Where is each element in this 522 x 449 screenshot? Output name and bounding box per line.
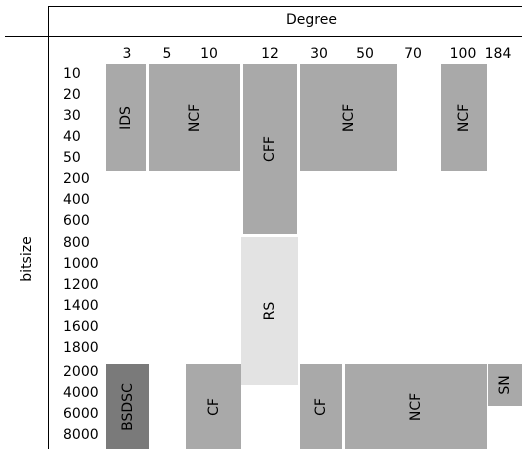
degree-title: Degree <box>286 12 337 28</box>
method-block: RS <box>241 237 298 385</box>
method-block: NCF <box>149 64 240 171</box>
bitsize-label: 20 <box>63 87 81 103</box>
bitsize-label: 6000 <box>63 406 99 422</box>
header-divider <box>5 36 522 37</box>
method-block: IDS <box>106 64 146 171</box>
bitsize-label: 1200 <box>63 277 99 293</box>
bitsize-label: 4000 <box>63 385 99 401</box>
method-label: CF <box>313 397 329 416</box>
method-label: RS <box>261 301 278 321</box>
top-border <box>48 6 522 7</box>
degree-label: 10 <box>200 46 218 62</box>
bitsize-label: 50 <box>63 150 81 166</box>
bitsize-label: 1000 <box>63 256 99 272</box>
method-block: CF <box>186 364 241 449</box>
bitsize-title: bitsize <box>19 236 35 282</box>
bitsize-label: 200 <box>63 171 90 187</box>
method-block: NCF <box>441 64 487 171</box>
method-label: NCF <box>456 103 472 132</box>
bitsize-label: 1800 <box>63 340 99 356</box>
method-block: SN <box>488 364 522 406</box>
method-label: CFF <box>262 136 278 162</box>
degree-label: 100 <box>449 46 477 62</box>
method-label: CF <box>205 397 222 416</box>
bitsize-label: 1400 <box>63 298 99 314</box>
method-label: BSDSC <box>119 382 136 431</box>
method-label: NCF <box>408 392 424 421</box>
degree-label: 184 <box>484 46 512 62</box>
method-block: NCF <box>300 64 397 171</box>
degree-label: 12 <box>261 46 279 62</box>
bitsize-label: 800 <box>63 235 90 251</box>
bitsize-label: 8000 <box>63 427 99 443</box>
degree-label: 3 <box>122 46 132 62</box>
bitsize-label: 30 <box>63 108 81 124</box>
method-block: CFF <box>243 64 297 234</box>
degree-label: 30 <box>310 46 328 62</box>
degree-label: 5 <box>162 46 172 62</box>
bitsize-label: 600 <box>63 213 90 229</box>
left-divider <box>48 6 49 449</box>
method-label: SN <box>497 375 513 395</box>
bitsize-label: 400 <box>63 192 90 208</box>
bitsize-label: 10 <box>63 66 81 82</box>
method-block: NCF <box>345 364 487 449</box>
bitsize-label: 1600 <box>63 319 99 335</box>
method-label: NCF <box>340 103 357 132</box>
bitsize-label: 2000 <box>63 364 99 380</box>
method-block: BSDSC <box>106 364 149 449</box>
method-label: IDS <box>118 105 134 130</box>
degree-label: 70 <box>404 46 422 62</box>
method-label: NCF <box>186 103 203 132</box>
method-block: CF <box>300 364 342 449</box>
degree-label: 50 <box>356 46 374 62</box>
bitsize-label: 40 <box>63 129 81 145</box>
